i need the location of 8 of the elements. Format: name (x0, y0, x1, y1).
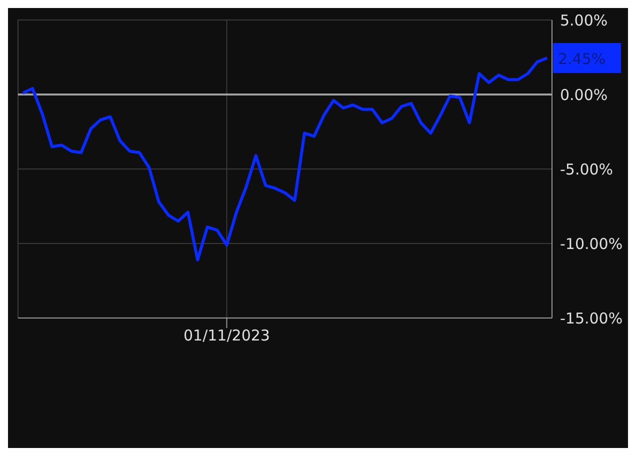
y-tick-label: -15.00% (560, 309, 623, 328)
line-series (21, 56, 549, 262)
y-tick-label: 0.00% (560, 86, 608, 104)
x-tick-label: 01/11/2023 (184, 326, 270, 345)
text: 2.45% (558, 50, 606, 68)
y-tick-label: -5.00% (560, 160, 614, 178)
y-tick-label: 5.00% (560, 11, 608, 30)
y-tick-label: -10.00% (560, 234, 623, 253)
